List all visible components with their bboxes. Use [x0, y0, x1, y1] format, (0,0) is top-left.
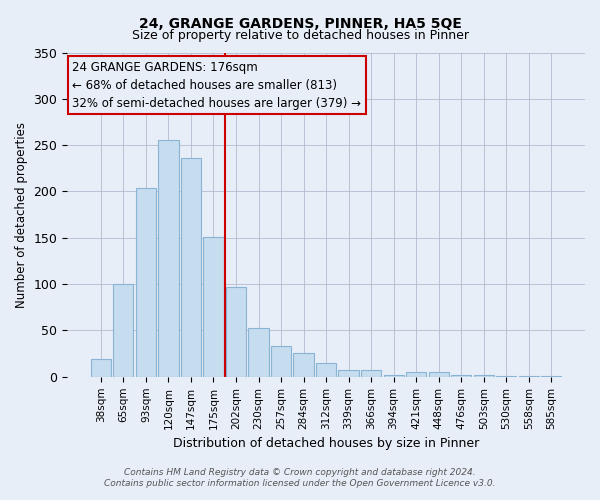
- Bar: [91, 359, 111, 377]
- Bar: [473, 375, 494, 377]
- Bar: [496, 376, 517, 377]
- Y-axis label: Number of detached properties: Number of detached properties: [15, 122, 28, 308]
- Bar: [428, 372, 449, 377]
- Bar: [293, 352, 314, 377]
- Bar: [113, 284, 133, 377]
- Bar: [248, 328, 269, 377]
- Bar: [158, 140, 179, 377]
- Bar: [361, 370, 381, 377]
- Bar: [226, 287, 246, 377]
- Text: Contains HM Land Registry data © Crown copyright and database right 2024.
Contai: Contains HM Land Registry data © Crown c…: [104, 468, 496, 487]
- Bar: [181, 158, 201, 377]
- Text: 24 GRANGE GARDENS: 176sqm
← 68% of detached houses are smaller (813)
32% of semi: 24 GRANGE GARDENS: 176sqm ← 68% of detac…: [73, 60, 361, 110]
- Text: Size of property relative to detached houses in Pinner: Size of property relative to detached ho…: [131, 29, 469, 42]
- Bar: [316, 363, 336, 377]
- Bar: [383, 375, 404, 377]
- Bar: [203, 237, 224, 377]
- Bar: [451, 375, 472, 377]
- Bar: [271, 346, 291, 377]
- Bar: [518, 376, 539, 377]
- Bar: [541, 376, 562, 377]
- Text: 24, GRANGE GARDENS, PINNER, HA5 5QE: 24, GRANGE GARDENS, PINNER, HA5 5QE: [139, 18, 461, 32]
- Bar: [338, 370, 359, 377]
- Bar: [136, 188, 156, 377]
- Bar: [406, 372, 427, 377]
- X-axis label: Distribution of detached houses by size in Pinner: Distribution of detached houses by size …: [173, 437, 479, 450]
